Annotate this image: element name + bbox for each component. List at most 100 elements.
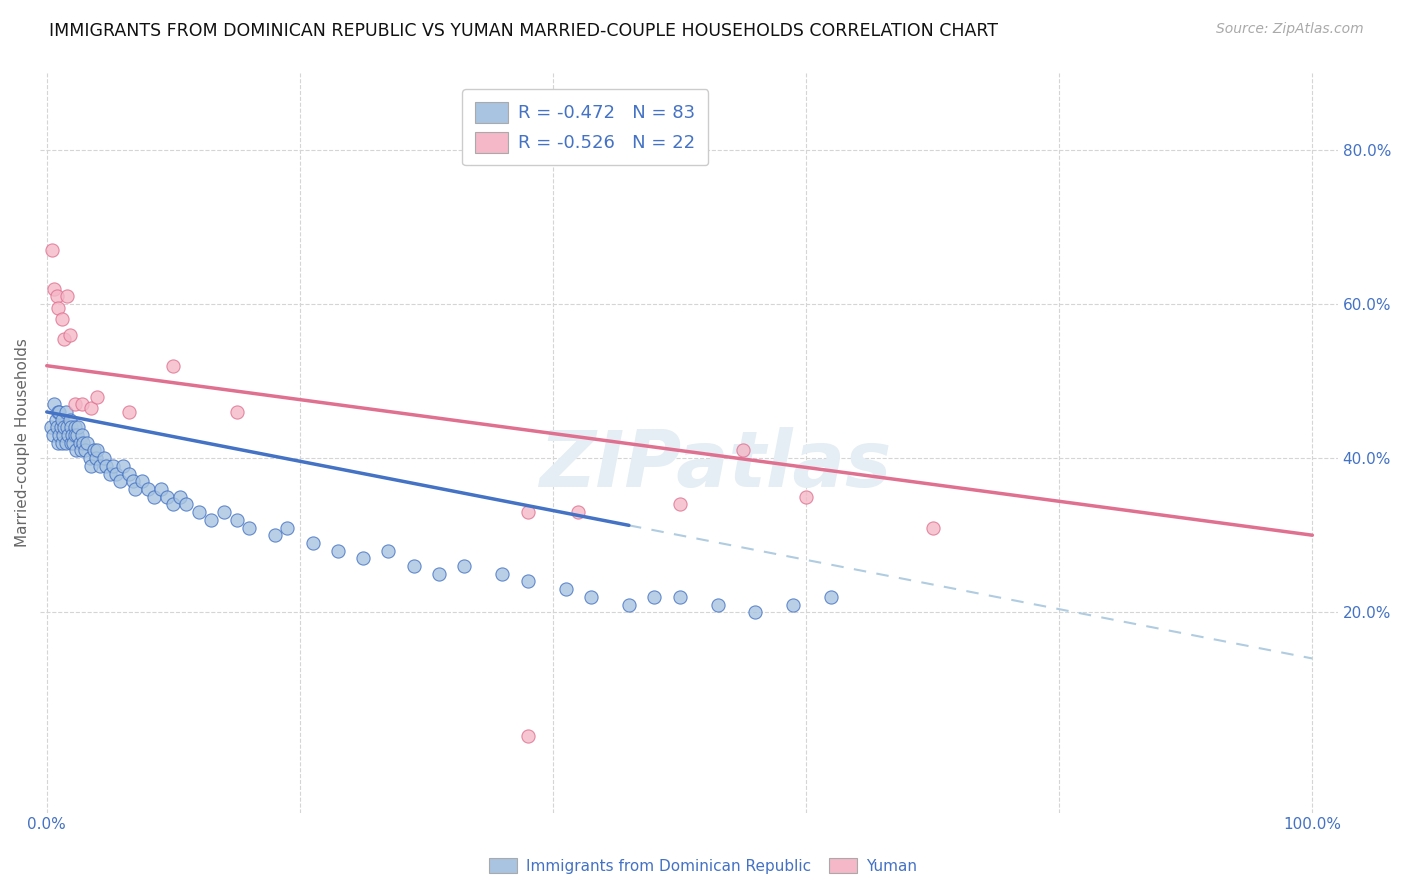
Point bbox=[39, 420, 62, 434]
Point bbox=[238, 520, 260, 534]
Point bbox=[101, 458, 124, 473]
Point bbox=[782, 598, 804, 612]
Point bbox=[93, 451, 115, 466]
Point bbox=[49, 420, 72, 434]
Point bbox=[72, 435, 94, 450]
Point bbox=[55, 405, 77, 419]
Point bbox=[820, 590, 842, 604]
Point bbox=[516, 574, 538, 589]
Point bbox=[744, 605, 766, 619]
Point bbox=[96, 458, 118, 473]
Point bbox=[51, 412, 73, 426]
Point bbox=[62, 435, 84, 450]
Point bbox=[63, 397, 86, 411]
Point bbox=[156, 490, 179, 504]
Point bbox=[149, 482, 172, 496]
Point bbox=[105, 467, 128, 481]
Point bbox=[921, 520, 943, 534]
Point bbox=[377, 543, 399, 558]
Point bbox=[44, 397, 66, 411]
Point bbox=[46, 435, 69, 450]
Point bbox=[42, 428, 65, 442]
Point bbox=[70, 443, 93, 458]
Point bbox=[46, 301, 69, 315]
Point bbox=[668, 497, 690, 511]
Point bbox=[402, 559, 425, 574]
Point bbox=[617, 598, 640, 612]
Point bbox=[276, 520, 298, 534]
Point bbox=[45, 420, 67, 434]
Point bbox=[225, 513, 247, 527]
Point bbox=[131, 475, 153, 489]
Point bbox=[52, 428, 75, 442]
Point bbox=[69, 435, 91, 450]
Point bbox=[84, 451, 107, 466]
Point bbox=[67, 420, 90, 434]
Point bbox=[86, 443, 108, 458]
Point bbox=[98, 467, 121, 481]
Point bbox=[48, 405, 70, 419]
Legend: R = -0.472   N = 83, R = -0.526   N = 22: R = -0.472 N = 83, R = -0.526 N = 22 bbox=[463, 89, 709, 165]
Point bbox=[66, 428, 89, 442]
Point bbox=[136, 482, 159, 496]
Point bbox=[56, 420, 79, 434]
Point bbox=[263, 528, 285, 542]
Point bbox=[326, 543, 349, 558]
Point bbox=[731, 443, 754, 458]
Point bbox=[63, 420, 86, 434]
Point bbox=[45, 412, 67, 426]
Point bbox=[491, 566, 513, 581]
Point bbox=[46, 405, 69, 419]
Point bbox=[643, 590, 665, 604]
Text: IMMIGRANTS FROM DOMINICAN REPUBLIC VS YUMAN MARRIED-COUPLE HOUSEHOLDS CORRELATIO: IMMIGRANTS FROM DOMINICAN REPUBLIC VS YU… bbox=[49, 22, 998, 40]
Point bbox=[70, 428, 93, 442]
Point bbox=[187, 505, 209, 519]
Point bbox=[225, 405, 247, 419]
Point bbox=[516, 729, 538, 743]
Point bbox=[794, 490, 817, 504]
Point bbox=[51, 312, 73, 326]
Text: Source: ZipAtlas.com: Source: ZipAtlas.com bbox=[1216, 22, 1364, 37]
Point bbox=[516, 505, 538, 519]
Point bbox=[58, 412, 80, 426]
Point bbox=[111, 458, 134, 473]
Point bbox=[579, 590, 602, 604]
Point bbox=[73, 443, 96, 458]
Point bbox=[427, 566, 450, 581]
Text: ZIPatlas: ZIPatlas bbox=[538, 427, 891, 503]
Point bbox=[41, 243, 63, 257]
Point bbox=[301, 536, 323, 550]
Point bbox=[453, 559, 475, 574]
Point bbox=[174, 497, 197, 511]
Legend: Immigrants from Dominican Republic, Yuman: Immigrants from Dominican Republic, Yuma… bbox=[484, 852, 922, 880]
Point bbox=[124, 482, 146, 496]
Point bbox=[65, 443, 87, 458]
Point bbox=[45, 289, 67, 303]
Point bbox=[143, 490, 166, 504]
Point bbox=[162, 359, 184, 373]
Point bbox=[59, 420, 82, 434]
Point bbox=[212, 505, 235, 519]
Point bbox=[63, 428, 86, 442]
Point bbox=[554, 582, 576, 596]
Point bbox=[60, 428, 83, 442]
Point bbox=[668, 590, 690, 604]
Point bbox=[48, 428, 70, 442]
Point bbox=[200, 513, 222, 527]
Y-axis label: Married-couple Households: Married-couple Households bbox=[15, 338, 30, 547]
Point bbox=[567, 505, 589, 519]
Point bbox=[70, 397, 93, 411]
Point bbox=[80, 401, 103, 416]
Point bbox=[108, 475, 131, 489]
Point bbox=[83, 443, 105, 458]
Point bbox=[55, 435, 77, 450]
Point bbox=[118, 467, 141, 481]
Point bbox=[58, 428, 80, 442]
Point bbox=[86, 390, 108, 404]
Point bbox=[162, 497, 184, 511]
Point bbox=[89, 458, 111, 473]
Point bbox=[44, 282, 66, 296]
Point bbox=[121, 475, 143, 489]
Point bbox=[352, 551, 374, 566]
Point bbox=[169, 490, 191, 504]
